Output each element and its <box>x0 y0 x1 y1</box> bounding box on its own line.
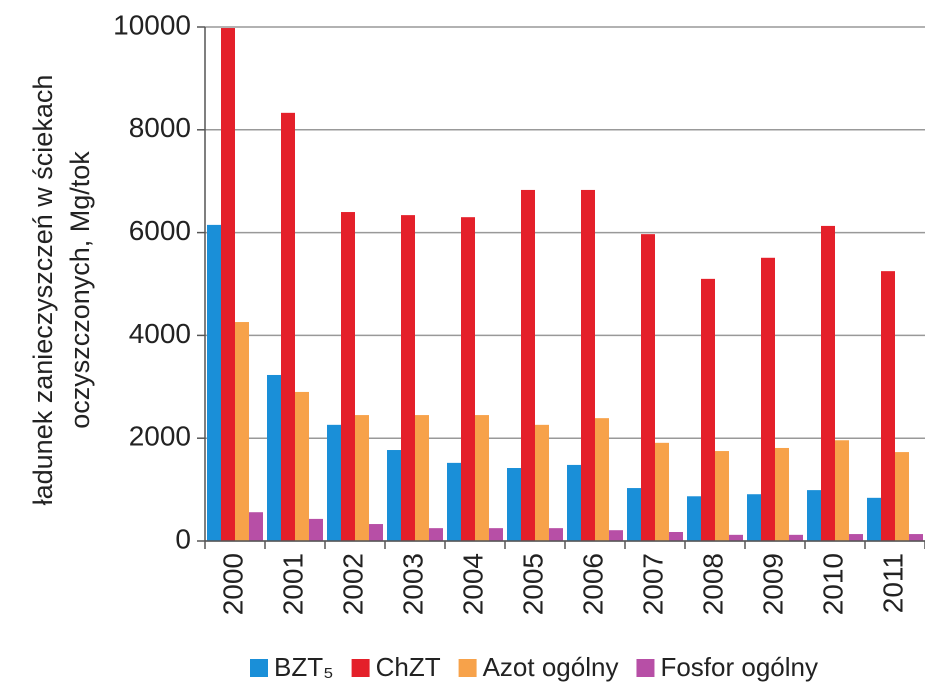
bar <box>595 418 609 541</box>
bar <box>507 468 521 541</box>
bar <box>369 524 383 541</box>
bar <box>447 462 461 541</box>
bar <box>489 528 503 541</box>
legend-swatch <box>636 659 655 677</box>
y-tick-label: 10000 <box>113 9 191 40</box>
x-tick-label: 2009 <box>757 553 788 615</box>
bar <box>327 424 341 541</box>
bar <box>221 28 235 541</box>
bar <box>355 415 369 541</box>
bar <box>609 530 623 541</box>
legend-swatch <box>250 659 268 677</box>
bar <box>641 234 655 541</box>
bar <box>789 534 803 541</box>
bar <box>295 391 309 541</box>
bar <box>895 452 909 541</box>
legend-swatch <box>351 659 370 677</box>
bar <box>775 447 789 541</box>
bar <box>309 518 323 541</box>
x-tick-label: 2002 <box>337 553 368 615</box>
legend-label: Fosfor ogólny <box>660 652 818 682</box>
x-tick-label: 2004 <box>457 553 488 615</box>
bar <box>249 512 263 541</box>
y-tick-label: 6000 <box>129 215 191 246</box>
bar <box>835 440 849 541</box>
x-tick-label: 2007 <box>637 553 668 615</box>
x-tick-label: 2003 <box>397 553 428 615</box>
bar <box>235 322 249 541</box>
legend-label: ChZT <box>376 652 441 682</box>
bar <box>387 450 401 541</box>
y-axis-label: ładunek zanieczyszczeń w ściekach <box>28 75 58 506</box>
bar <box>281 112 295 541</box>
bar <box>535 424 549 541</box>
x-tick-label: 2000 <box>217 553 248 615</box>
bar <box>461 217 475 541</box>
y-tick-label: 8000 <box>129 112 191 143</box>
bar <box>207 224 221 541</box>
bar <box>401 215 415 541</box>
x-tick-label: 2001 <box>277 553 308 615</box>
bar <box>729 534 743 541</box>
y-tick-label: 4000 <box>129 318 191 349</box>
x-tick-label: 2008 <box>697 553 728 615</box>
bar <box>267 374 281 541</box>
x-tick-label: 2010 <box>817 553 848 615</box>
bar <box>715 451 729 541</box>
bar <box>669 532 683 541</box>
bar <box>627 488 641 541</box>
legend-label: Azot ogólny <box>483 652 619 682</box>
bar <box>341 212 355 542</box>
y-tick-label: 2000 <box>129 421 191 452</box>
bar <box>909 534 923 541</box>
bar <box>581 189 595 542</box>
y-axis-label: oczyszczonych, Mg/tok <box>65 151 95 429</box>
bar <box>807 490 821 541</box>
legend-label: BZT₅ <box>274 652 334 682</box>
bar <box>549 528 563 541</box>
y-tick-label: 0 <box>175 523 191 554</box>
legend-swatch <box>458 659 477 677</box>
bar <box>761 257 775 541</box>
bar <box>881 271 895 541</box>
bar <box>521 189 535 542</box>
bar <box>429 528 443 541</box>
bar <box>747 494 761 541</box>
x-tick-label: 2006 <box>577 553 608 615</box>
x-tick-label: 2011 <box>877 553 908 613</box>
bar <box>567 464 581 541</box>
x-tick-label: 2005 <box>517 553 548 615</box>
bar <box>821 225 835 541</box>
bar <box>849 534 863 541</box>
bar <box>701 278 715 541</box>
bar <box>655 442 669 541</box>
bar <box>475 415 489 541</box>
bar <box>415 415 429 541</box>
bar <box>687 496 701 541</box>
bar <box>867 497 881 541</box>
